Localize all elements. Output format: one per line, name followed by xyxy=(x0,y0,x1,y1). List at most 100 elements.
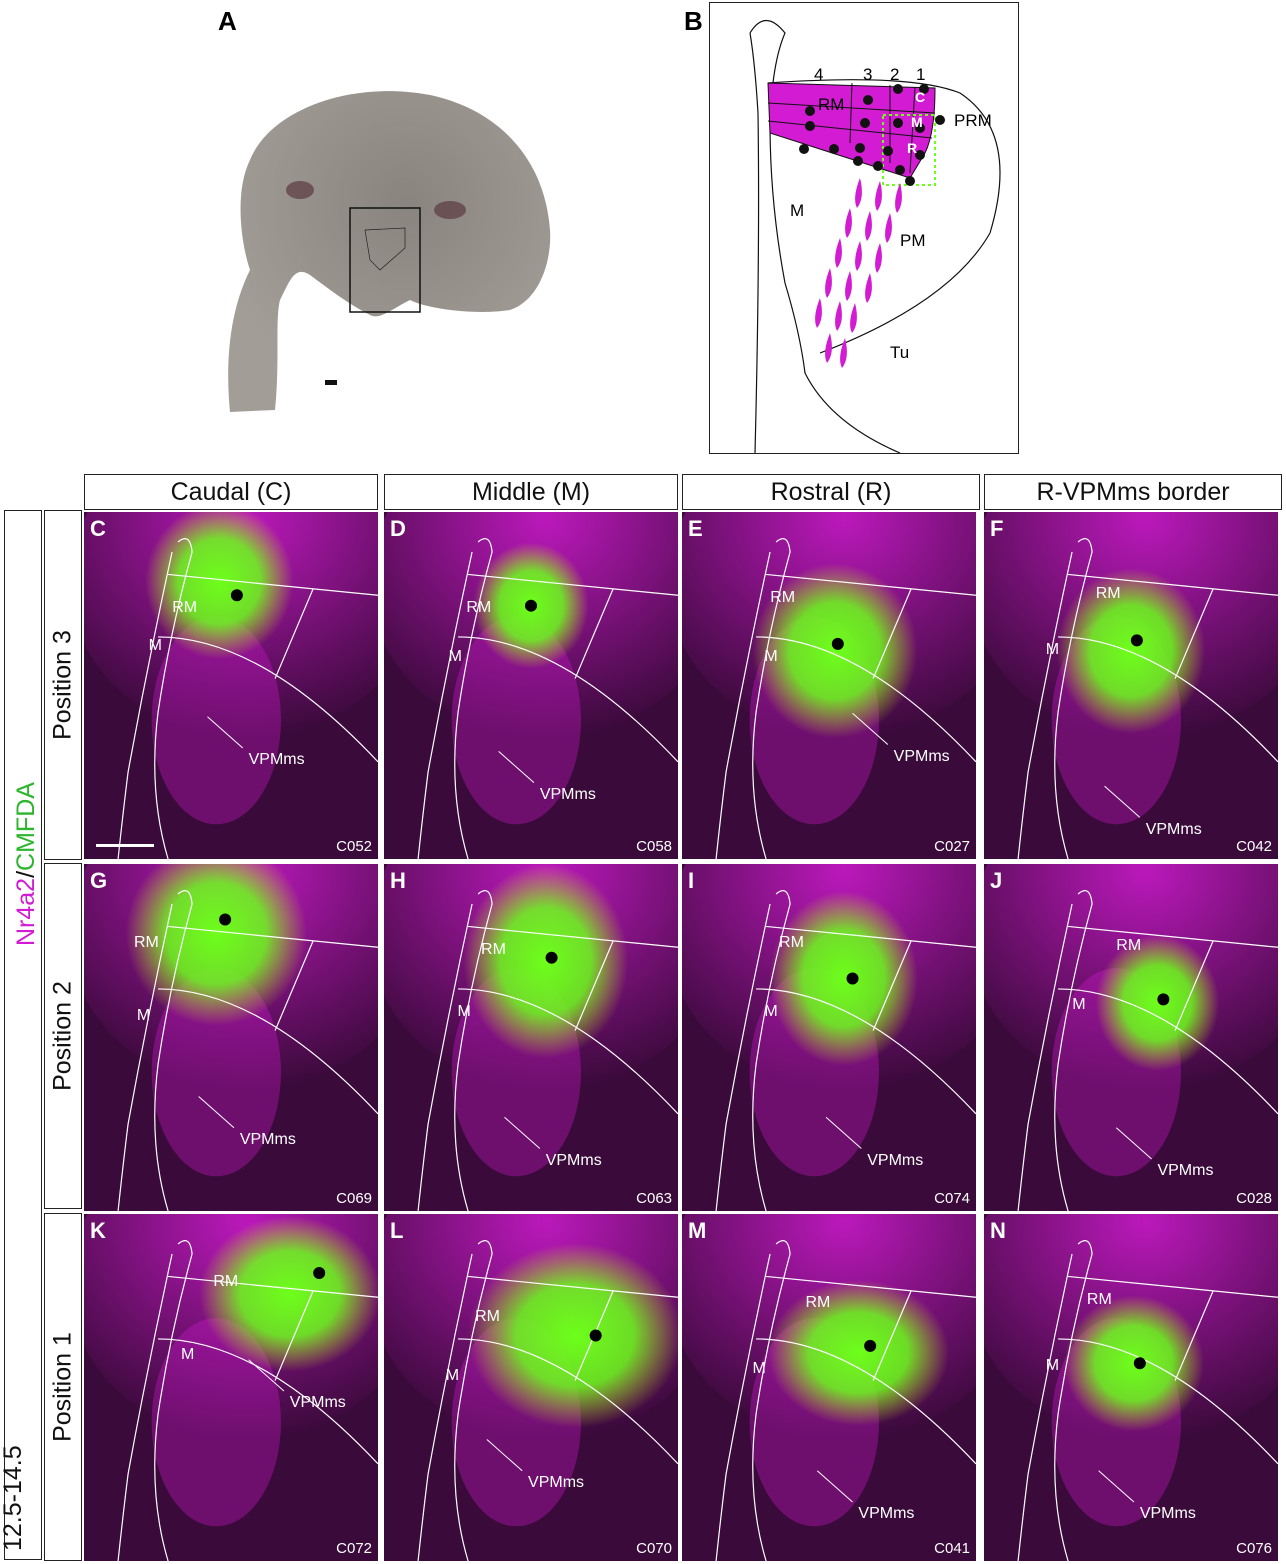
cmfda-signal xyxy=(1095,934,1220,1071)
injection-site-dot xyxy=(313,1266,326,1279)
panel-letter: N xyxy=(990,1218,1006,1243)
column-header-border: R-VPMms border xyxy=(984,474,1282,510)
vpmms-pointer xyxy=(504,1116,541,1149)
rm-label: RM xyxy=(475,1308,501,1326)
vpmms-label: VPMms xyxy=(893,747,950,765)
region-outline xyxy=(1017,538,1278,859)
rm-label: RM xyxy=(466,599,492,617)
panel-b-m-inner-label: M xyxy=(911,114,923,130)
region-outline xyxy=(417,890,678,1211)
vpmms-label: VPMms xyxy=(858,1505,915,1523)
panel-b-r-label: R xyxy=(907,140,918,156)
panel-b-pm-label: PM xyxy=(900,231,926,250)
micrograph-panel-d: D C058 RM M VPMms xyxy=(384,512,678,859)
m-label: M xyxy=(1045,640,1060,658)
panel-b-tu-label: Tu xyxy=(890,343,910,362)
panel-letter: L xyxy=(390,1218,404,1243)
injection-site-dot xyxy=(525,599,537,612)
panel-letter: E xyxy=(688,516,703,541)
rm-label: RM xyxy=(1116,937,1142,955)
vpmms-pointer xyxy=(486,1439,523,1472)
panel-b-pos-1: 1 xyxy=(916,65,926,84)
m-label: M xyxy=(752,1360,766,1378)
cmfda-signal xyxy=(1056,568,1206,734)
micrograph-panel-e: E C027 RM M VPMms xyxy=(682,512,976,859)
panel-id: C041 xyxy=(934,1540,970,1557)
vpmms-label: VPMms xyxy=(539,786,596,804)
injection-site-dot xyxy=(1157,993,1170,1006)
injection-site-dot xyxy=(1133,1357,1146,1370)
vpmms-pointer xyxy=(207,716,244,749)
region-outline xyxy=(417,1240,678,1561)
vpmms-pointer xyxy=(248,1359,285,1392)
panel-b-pos-4: 4 xyxy=(814,65,824,84)
region-outline xyxy=(715,1240,976,1561)
rm-label: RM xyxy=(1086,1290,1112,1308)
vpmms-pointer xyxy=(1115,1127,1152,1160)
micrograph-image xyxy=(384,512,678,859)
micrograph-panel-f: F C042 RM M VPMms xyxy=(984,512,1278,859)
region-outline xyxy=(715,890,976,1211)
region-outline xyxy=(117,1240,378,1561)
injection-site-dot xyxy=(864,1339,877,1352)
cmfda-signal xyxy=(769,891,918,1066)
vpmms-label: VPMms xyxy=(545,1152,602,1169)
micrograph-image xyxy=(984,864,1278,1211)
cmfda-signal xyxy=(468,1243,678,1428)
cmfda-signal xyxy=(125,864,307,1026)
row-header-position-2: Position 2 xyxy=(44,863,82,1209)
panel-b-c-label: C xyxy=(915,89,926,105)
micrograph-image xyxy=(984,1214,1278,1561)
cmfda-signal xyxy=(145,512,294,660)
vpmms-pointer xyxy=(825,1116,862,1149)
vpmms-pointer xyxy=(498,751,535,784)
micrograph-image xyxy=(682,1214,976,1561)
micrograph-panel-j: J C028 RM M VPMms xyxy=(984,864,1278,1211)
row-header-position-1: Position 1 xyxy=(44,1213,82,1561)
cmfda-signal xyxy=(199,1216,378,1372)
micrograph-image xyxy=(384,1214,678,1561)
rm-label: RM xyxy=(213,1273,239,1291)
row-header-position-3-label: Position 3 xyxy=(48,630,77,740)
injection-site-dot xyxy=(230,589,243,602)
scale-bar xyxy=(96,844,154,847)
micrograph-panel-h: H C063 RM M VPMms xyxy=(384,864,678,1211)
m-label: M xyxy=(448,647,462,665)
vpmms-pointer xyxy=(852,712,889,745)
region-outline xyxy=(117,890,378,1211)
cmfda-signal xyxy=(463,864,629,1059)
panel-letter: D xyxy=(390,516,406,541)
column-header-caudal: Caudal (C) xyxy=(84,474,378,510)
injection-site-dot xyxy=(831,637,844,650)
micrograph-panel-k: K C072 RM M VPMms xyxy=(84,1214,378,1561)
panel-id: C076 xyxy=(1236,1540,1272,1557)
injection-site-dot xyxy=(1130,634,1143,647)
vpmms-pointer xyxy=(1104,785,1141,818)
m-label: M xyxy=(1072,996,1086,1014)
region-outline xyxy=(417,538,678,859)
vpmms-label: VPMms xyxy=(1139,1505,1196,1523)
panel-b-pos-3: 3 xyxy=(863,65,873,84)
stain-label: Nr4a2/CMFDA xyxy=(12,782,41,946)
injection-site-dot xyxy=(545,951,558,964)
region-outline xyxy=(117,538,378,859)
injection-site-dot xyxy=(846,972,859,985)
column-header-middle: Middle (M) xyxy=(384,474,678,510)
m-label: M xyxy=(445,1367,460,1385)
panel-letter: C xyxy=(90,516,106,541)
panel-id: C063 xyxy=(636,1190,672,1207)
vpmms-pointer xyxy=(816,1470,853,1503)
rm-label: RM xyxy=(779,933,804,951)
nr4a2-tail-signal xyxy=(151,968,281,1177)
panel-b-schematic: 4 3 2 1 RM C M R PRM M PM Tu xyxy=(709,2,1019,454)
vpmms-label: VPMms xyxy=(1157,1162,1214,1180)
panel-a-letter: A xyxy=(218,6,237,36)
row-header-position-2-label: Position 2 xyxy=(48,981,77,1091)
micrograph-image xyxy=(84,1214,378,1561)
panel-letter: H xyxy=(390,868,406,893)
m-label: M xyxy=(764,647,778,665)
panel-a-brain-image xyxy=(180,60,580,420)
nr4a2-tail-signal xyxy=(451,616,581,825)
micrograph-image xyxy=(384,864,678,1211)
panel-id: C028 xyxy=(1236,1190,1272,1207)
